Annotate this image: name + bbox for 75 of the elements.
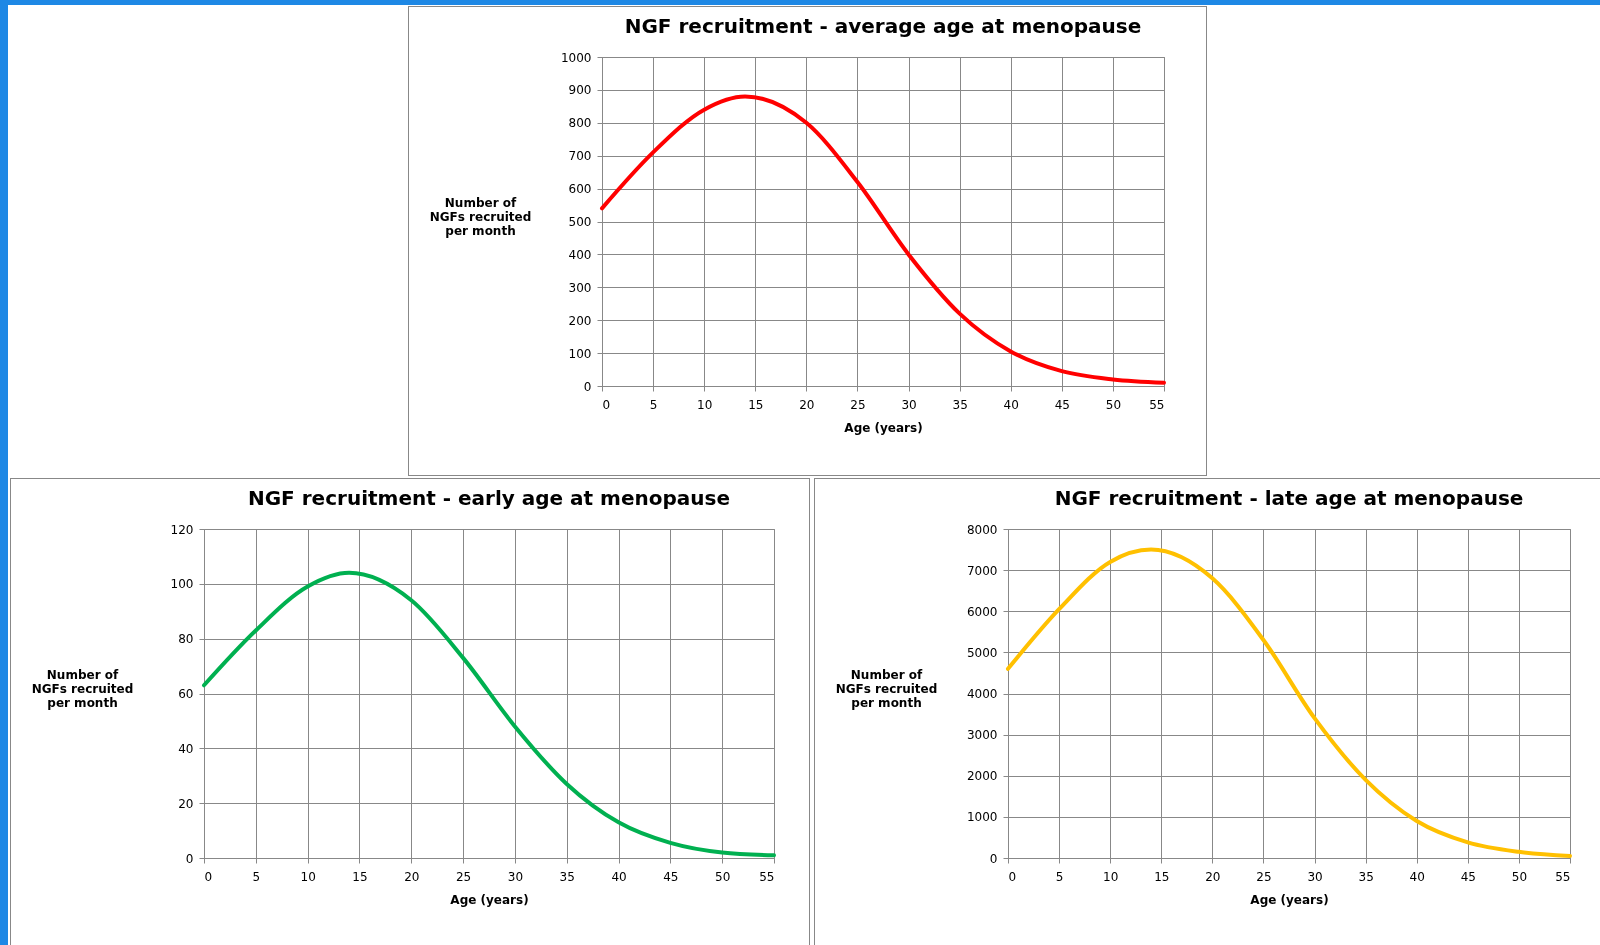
x-tick-label: 15 <box>748 397 764 412</box>
line-series <box>1006 547 1572 858</box>
y-tick-label: 100 <box>170 577 194 592</box>
x-tick-label: 45 <box>1460 869 1476 884</box>
y-tick-label: 200 <box>568 313 592 328</box>
x-tick-label: 5 <box>1055 869 1064 884</box>
x-tick-label: 5 <box>649 397 658 412</box>
x-tick-label: 35 <box>952 397 968 412</box>
chart-title: NGF recruitment - early age at menopause <box>247 486 731 510</box>
x-axis-title: Age (years) <box>450 892 529 907</box>
y-tick-label: 500 <box>568 215 592 229</box>
y-tick-label: 60 <box>178 687 194 701</box>
y-tick-label: 800 <box>568 116 592 131</box>
line-series <box>202 570 776 858</box>
y-tick-label: 700 <box>568 149 592 164</box>
y-tick-label: 40 <box>178 741 194 756</box>
y-tick-label: 5000 <box>966 645 998 660</box>
x-tick-label: 5 <box>252 869 261 884</box>
y-tick-label: 7000 <box>966 563 998 578</box>
y-tick-label: 400 <box>568 247 592 262</box>
x-tick-label: 0 <box>1008 869 1017 884</box>
x-tick-label: 0 <box>602 397 611 412</box>
x-tick-label: 35 <box>1358 869 1374 884</box>
x-tick-label: 30 <box>507 869 524 884</box>
x-tick-label: 55 <box>1555 869 1571 884</box>
x-tick-label: 25 <box>1256 869 1272 884</box>
x-tick-label: 45 <box>663 869 679 884</box>
x-tick-label: 40 <box>1409 869 1425 884</box>
x-tick-label: 0 <box>204 869 213 884</box>
x-axis-title: Age (years) <box>1250 892 1329 907</box>
y-axis-title: Number of NGFs recruited per month <box>429 195 532 238</box>
y-tick-label: 8000 <box>966 522 998 537</box>
x-tick-label: 50 <box>1511 869 1528 884</box>
y-tick-label: 20 <box>178 796 194 811</box>
y-tick-label: 120 <box>170 522 194 537</box>
x-tick-label: 45 <box>1054 397 1070 412</box>
y-tick-label: 0 <box>185 851 194 866</box>
y-tick-label: 1000 <box>560 50 592 65</box>
x-tick-label: 40 <box>1003 397 1019 412</box>
x-tick-label: 40 <box>611 869 627 884</box>
x-tick-label: 20 <box>799 397 815 412</box>
y-tick-label: 0 <box>989 851 998 866</box>
x-tick-label: 50 <box>1105 397 1122 412</box>
x-tick-label: 50 <box>715 869 731 884</box>
x-tick-label: 30 <box>901 397 917 412</box>
x-axis-title: Age (years) <box>844 420 923 435</box>
y-tick-label: 4000 <box>966 687 998 701</box>
y-tick-label: 600 <box>568 182 592 197</box>
y-tick-label: 100 <box>568 346 592 361</box>
y-axis-title: Number of NGFs recruited per month <box>835 667 938 710</box>
x-tick-label: 15 <box>1154 869 1170 884</box>
x-tick-label: 20 <box>1205 869 1221 884</box>
chart-title: NGF recruitment - late age at menopause <box>1054 486 1524 510</box>
x-tick-label: 10 <box>1103 869 1119 884</box>
y-tick-label: 2000 <box>966 769 998 784</box>
x-tick-label: 10 <box>697 397 713 412</box>
y-tick-label: 80 <box>178 632 194 647</box>
y-tick-label: 0 <box>583 379 592 394</box>
y-tick-label: 300 <box>568 280 592 295</box>
x-tick-label: 55 <box>1149 397 1165 412</box>
y-axis-title: Number of NGFs recruited per month <box>31 667 134 710</box>
chart-title: NGF recruitment - average age at menopause <box>624 14 1142 38</box>
y-tick-label: 900 <box>568 83 592 98</box>
y-tick-label: 1000 <box>966 810 998 825</box>
x-tick-label: 35 <box>559 869 575 884</box>
y-tick-label: 3000 <box>966 728 998 743</box>
line-series <box>600 94 1166 385</box>
x-tick-label: 15 <box>352 869 368 884</box>
x-tick-label: 25 <box>850 397 866 412</box>
x-tick-label: 25 <box>455 869 472 884</box>
x-tick-label: 20 <box>404 869 420 884</box>
x-tick-label: 30 <box>1307 869 1323 884</box>
x-tick-label: 10 <box>300 869 316 884</box>
y-tick-label: 6000 <box>966 604 998 619</box>
x-tick-label: 55 <box>759 869 775 884</box>
